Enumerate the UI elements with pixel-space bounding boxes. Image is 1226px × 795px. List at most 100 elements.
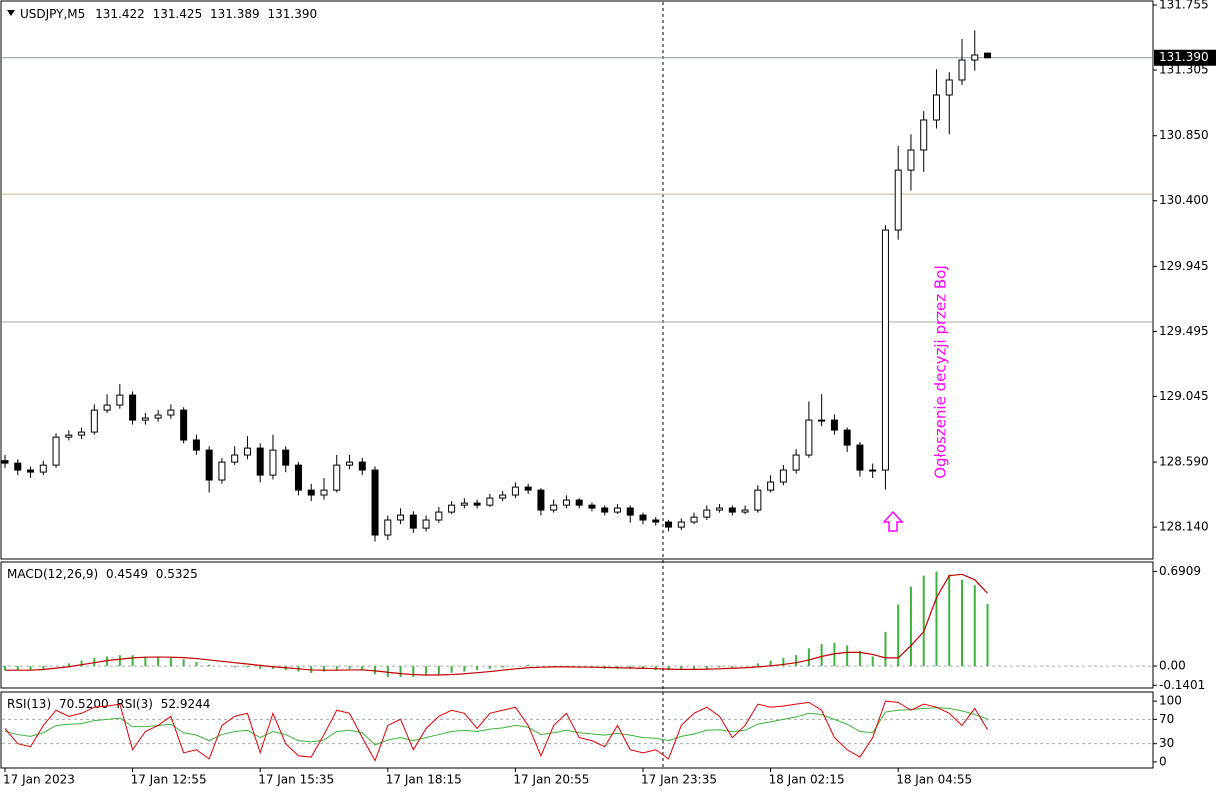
y-tick-label: 129.495 (1159, 324, 1209, 338)
candle-body (881, 229, 889, 471)
x-tick-label: 18 Jan 04:55 (896, 773, 972, 787)
open-value: 131.422 (95, 7, 145, 21)
x-tick-label: 17 Jan 23:35 (641, 773, 717, 787)
candle-body (932, 94, 940, 121)
candle-body (409, 514, 417, 529)
candle-body (550, 504, 558, 511)
macd-header: MACD(12,26,9) 0.4549 0.5325 (7, 567, 198, 581)
rsi-header: RSI(13) 70.5200 RSI(3) 52.9244 (7, 697, 210, 711)
rsi-value: 52.9244 (161, 697, 211, 711)
candle-body (371, 469, 379, 536)
annotation: Ogłoszenie decyzji przez BoJ (932, 265, 950, 479)
candle-body (448, 504, 456, 513)
high-value: 131.425 (153, 7, 203, 21)
candle-body (333, 464, 341, 491)
candle-body (677, 521, 685, 528)
candle-body (639, 514, 647, 521)
y-tick-label: 131.305 (1159, 63, 1209, 77)
x-tick-label: 17 Jan 15:35 (258, 773, 334, 787)
rsi-name: RSI(3) (116, 697, 153, 711)
symbol-header: USDJPY,M5 131.422 131.425 131.389 131.39… (20, 7, 317, 21)
symbol: USDJPY,M5 (20, 7, 85, 21)
y-tick-label: 130.400 (1159, 193, 1209, 207)
candle-body (894, 169, 902, 231)
candle-body (690, 516, 698, 523)
macd-name: MACD(12,26,9) (7, 567, 98, 581)
candle-body (231, 454, 239, 463)
low-value: 131.389 (210, 7, 260, 21)
bid-label: 131.390 (1159, 50, 1209, 64)
candle-body (90, 409, 98, 433)
candle-body (294, 464, 302, 491)
candle-body (665, 521, 673, 528)
candle-body (256, 447, 264, 476)
candle-body (346, 461, 354, 466)
main-panel (0, 0, 1154, 560)
y-tick-label: 0.00 (1159, 659, 1186, 673)
candle-body (984, 52, 992, 59)
candle-body (652, 519, 660, 523)
candle-body (180, 409, 188, 441)
candle-body (716, 507, 724, 511)
candle-body (154, 414, 162, 419)
y-tick-label: 128.140 (1159, 520, 1209, 534)
candle-body (435, 511, 443, 521)
candle-body (52, 436, 60, 466)
candle-body (537, 489, 545, 511)
candle-body (103, 404, 111, 411)
signal-value: 0.5325 (156, 567, 198, 581)
candle-body (397, 514, 405, 521)
y-tick-label: 30 (1159, 736, 1174, 750)
candle-body (307, 489, 315, 496)
candle-body (754, 489, 762, 511)
candle-body (243, 447, 251, 456)
candle-body (869, 469, 877, 472)
y-tick-label: 131.755 (1159, 0, 1209, 12)
candle-body (805, 419, 813, 456)
y-tick-label: 100 (1159, 694, 1182, 708)
candle-body (269, 449, 277, 476)
signal-line (5, 573, 988, 676)
y-tick-label: 70 (1159, 712, 1174, 726)
candle-body (920, 119, 928, 151)
y-tick-label: 129.945 (1159, 259, 1209, 273)
y-tick-label: 0.6909 (1159, 564, 1201, 578)
event-arrow (882, 510, 904, 532)
candle-body (422, 519, 430, 529)
candle-body (1, 460, 9, 464)
candle-body (141, 417, 149, 421)
candle-body (78, 431, 86, 436)
candle-body (14, 462, 22, 471)
candle-body (129, 394, 137, 421)
candle-body (384, 519, 392, 536)
x-tick-label: 18 Jan 02:15 (769, 773, 845, 787)
candle-body (843, 429, 851, 446)
candle-body (562, 499, 570, 506)
candle-body (703, 509, 711, 518)
x-tick-label: 17 Jan 18:15 (386, 773, 462, 787)
x-tick-label: 17 Jan 12:55 (131, 773, 207, 787)
candle-body (626, 507, 634, 516)
candle-body (945, 79, 953, 96)
candle-body (971, 54, 979, 61)
candle-body (167, 409, 175, 416)
menu-arrow[interactable] (7, 10, 15, 16)
y-tick-label: 0 (1159, 754, 1167, 768)
candle-body (792, 454, 800, 471)
candle-body (39, 464, 47, 473)
candle-body (320, 489, 328, 496)
rsi-name: RSI(13) (7, 697, 51, 711)
candle-body (282, 449, 290, 466)
bid-box (1154, 49, 1216, 66)
candle-body (358, 461, 366, 471)
candle-body (524, 486, 532, 491)
close-value: 131.390 (267, 7, 317, 21)
candle-body (588, 504, 596, 509)
candle-body (907, 149, 915, 171)
rsi-panel (0, 691, 1154, 769)
candle-body (511, 486, 519, 496)
candle-body (116, 394, 124, 406)
candle-body (473, 502, 481, 506)
x-tick-label: 17 Jan 2023 (3, 773, 75, 787)
